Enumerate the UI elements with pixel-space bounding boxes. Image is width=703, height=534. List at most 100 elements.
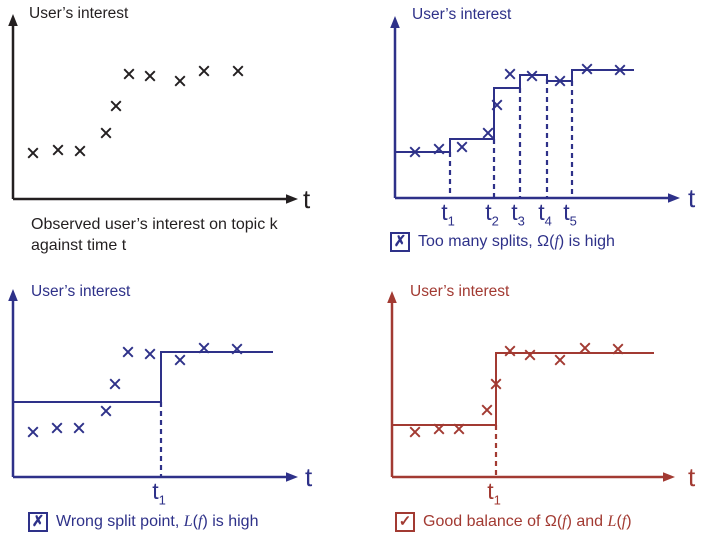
step-function-line — [392, 352, 654, 426]
observed-scatter-plot — [8, 14, 298, 204]
axis-tick-label: t1 — [487, 478, 501, 508]
x-axis-arrowhead — [286, 194, 298, 204]
step-function-line — [13, 351, 273, 403]
data-point-x-mark — [526, 70, 538, 82]
data-point-x-mark — [123, 68, 135, 80]
y-axis-label: User’s interest — [31, 283, 131, 300]
data-point-x-mark — [174, 354, 186, 366]
x-axis-arrowhead — [663, 472, 675, 482]
data-point-x-mark — [481, 404, 493, 416]
data-point-x-mark — [612, 343, 624, 355]
data-point-x-mark — [110, 100, 122, 112]
x-axis-label: t — [688, 462, 696, 492]
axis-tick-label: t1 — [441, 199, 455, 229]
data-point-x-mark — [109, 378, 121, 390]
math-italic-symbol: f — [621, 513, 627, 530]
panel-too-many-splits: User’s interest t t1 t2 t3 t4 t5 ✗ Too many … — [352, 0, 703, 267]
caption-segment: Too many splits, Ω( — [418, 233, 555, 250]
math-italic-symbol: f — [554, 233, 559, 250]
data-point-x-mark — [453, 423, 465, 435]
caption-text: Wrong split point, L(f) is high — [56, 511, 258, 532]
x-axis-label: t — [688, 183, 696, 213]
data-point-x-mark — [27, 147, 39, 159]
caption-segment: ) is high — [202, 513, 259, 530]
axis-tick-label: t1 — [152, 478, 166, 508]
panel-caption: Observed user’s interest on topic k agai… — [31, 214, 278, 256]
panel-caption: ✓ Good balance of Ω(f) and L(f) — [395, 511, 632, 532]
caption-segment: ) — [626, 513, 632, 530]
caption-line: against time t — [31, 237, 127, 255]
ballot-x-icon: ✗ — [390, 231, 410, 252]
data-point-x-mark — [554, 354, 566, 366]
data-point-x-mark — [579, 342, 591, 354]
data-point-x-mark — [73, 422, 85, 434]
data-point-x-mark — [504, 345, 516, 357]
caption-line: Observed user’s interest on topic k — [31, 216, 278, 233]
axis-tick-label: t5 — [563, 199, 577, 229]
caption-segment: ( — [616, 513, 622, 530]
ballot-x-icon: ✗ — [28, 511, 48, 532]
math-italic-symbol: L — [607, 513, 617, 530]
data-point-x-mark — [198, 342, 210, 354]
y-axis-arrowhead — [8, 289, 18, 301]
data-point-x-mark — [433, 143, 445, 155]
math-italic-symbol: L — [183, 513, 193, 530]
data-point-x-mark — [614, 64, 626, 76]
caption-segment: ) is high — [558, 233, 615, 250]
checkmark-icon: ✓ — [395, 511, 415, 532]
panel-good-balance: User’s interest t t1 ✓ Good balance of Ω… — [352, 267, 703, 534]
panel-observed-scatter: User’s interest t Observed user’s intere… — [0, 0, 351, 267]
y-axis-label: User’s interest — [410, 283, 510, 300]
data-point-x-mark — [409, 146, 421, 158]
x-axis-tick-labels: t1 — [0, 479, 351, 509]
caption-text: Good balance of Ω(f) and L(f) — [423, 511, 632, 532]
x-axis-arrowhead — [286, 472, 298, 482]
y-axis-arrowhead — [387, 291, 397, 303]
data-point-x-mark — [122, 346, 134, 358]
data-point-x-mark — [231, 343, 243, 355]
data-point-x-mark — [524, 349, 536, 361]
panel-wrong-split-point: User’s interest t t1 ✗ Wrong split point… — [0, 267, 351, 534]
data-point-x-mark — [504, 68, 516, 80]
data-point-x-mark — [51, 422, 63, 434]
x-axis-tick-labels: t1 — [352, 479, 703, 509]
axis-tick-label: t3 — [511, 199, 525, 229]
data-point-x-mark — [144, 348, 156, 360]
y-axis-label: User’s interest — [412, 6, 512, 23]
too-many-splits-plot — [390, 16, 680, 203]
axis-tick-label: t4 — [538, 199, 552, 229]
math-italic-symbol: f — [562, 513, 567, 530]
good-balance-plot — [387, 291, 675, 482]
data-point-x-mark — [100, 127, 112, 139]
data-point-x-mark — [581, 63, 593, 75]
data-point-x-mark — [232, 65, 244, 77]
x-axis-tick-labels: t1 t2 t3 t4 t5 — [352, 200, 703, 230]
data-point-x-mark — [456, 141, 468, 153]
axis-tick-label: t2 — [485, 199, 499, 229]
data-point-x-mark — [490, 378, 502, 390]
wrong-split-plot — [8, 289, 298, 482]
math-italic-symbol: f — [198, 513, 203, 530]
data-point-x-mark — [74, 145, 86, 157]
panel-caption: ✗ Wrong split point, L(f) is high — [28, 511, 258, 532]
caption-segment: ) and — [566, 513, 608, 530]
y-axis-arrowhead — [390, 16, 400, 28]
panel-caption: ✗ Too many splits, Ω(f) is high — [390, 231, 615, 252]
caption-segment: ( — [192, 513, 198, 530]
data-point-x-mark — [27, 426, 39, 438]
caption-text: Too many splits, Ω(f) is high — [418, 231, 615, 252]
data-point-x-mark — [100, 405, 112, 417]
caption-segment: Wrong split point, — [56, 513, 184, 530]
data-point-x-mark — [482, 127, 494, 139]
step-function-line — [395, 69, 634, 153]
data-point-x-mark — [174, 75, 186, 87]
x-axis-label: t — [305, 462, 313, 492]
data-point-x-mark — [433, 423, 445, 435]
caption-segment: Good balance of Ω( — [423, 513, 563, 530]
data-point-x-mark — [409, 426, 421, 438]
data-point-x-mark — [144, 70, 156, 82]
x-axis-label: t — [303, 184, 311, 214]
data-point-x-mark — [52, 144, 64, 156]
data-point-x-mark — [198, 65, 210, 77]
